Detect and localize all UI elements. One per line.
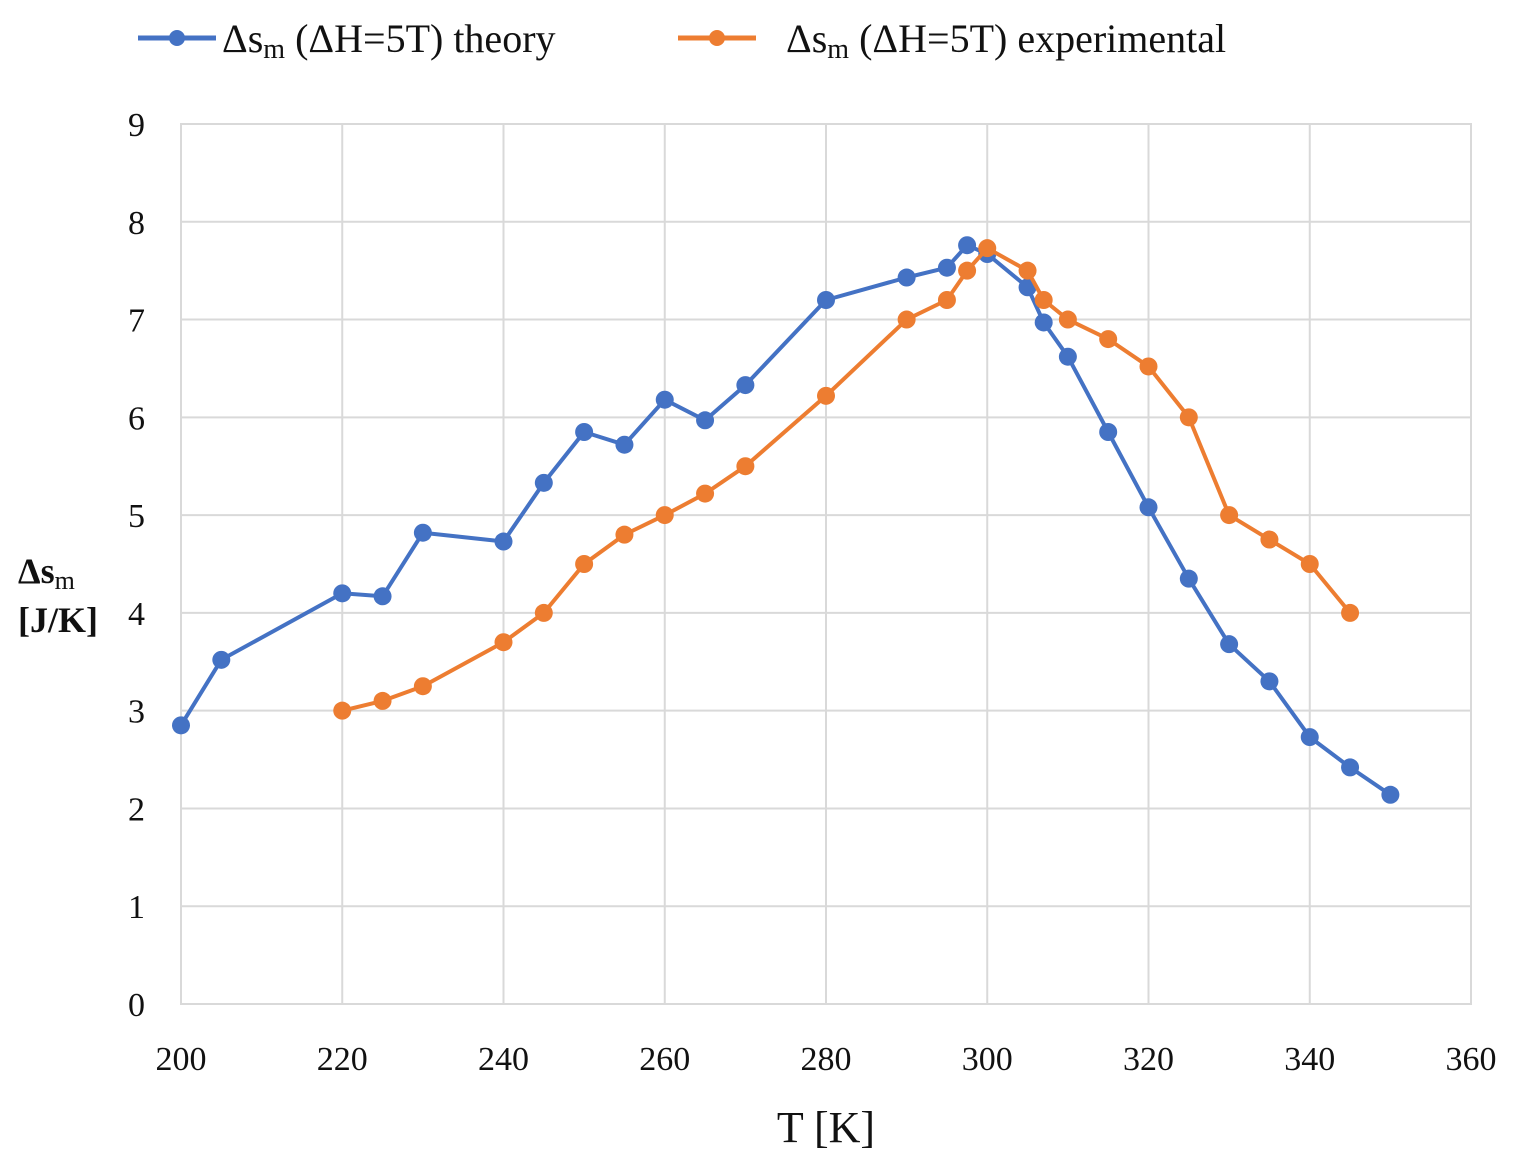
data-point-theory [575,423,594,441]
data-point-experimental [1034,291,1053,309]
legend-entry-theory: Δsm (ΔH=5T) theory [138,16,556,65]
legend-swatch-marker-experimental [709,30,725,46]
legend-label-theory: Δsm (ΔH=5T) theory [222,16,556,65]
data-point-theory [172,716,190,735]
data-point-theory [958,236,977,255]
data-point-experimental [575,555,594,573]
x-tick-label: 320 [1123,1041,1174,1078]
y-tick-label: 7 [128,303,145,340]
data-point-theory [1300,728,1319,747]
data-point-theory [1139,498,1158,517]
legend-label-theory-sub: m [263,34,285,65]
data-point-theory [534,473,553,492]
data-point-theory [1341,758,1360,777]
x-tick-label: 240 [478,1041,529,1078]
data-point-experimental [534,603,553,622]
y-axis-title-main: Δs [18,551,55,591]
data-point-experimental [494,633,513,652]
y-tick-label: 3 [128,694,145,731]
data-point-experimental [1260,530,1279,549]
x-tick-label: 340 [1284,1041,1335,1078]
x-tick-label: 200 [156,1041,207,1078]
data-point-experimental [736,457,755,476]
grid-layer [180,123,1472,1005]
legend-label-experimental-main: Δs [786,16,827,61]
y-tick-label: 8 [128,205,145,242]
data-point-experimental [413,677,432,696]
data-point-experimental [817,386,835,405]
data-point-experimental [1058,310,1077,329]
data-point-theory [736,376,755,395]
data-point-theory [1220,635,1239,654]
data-point-theory [1099,423,1118,441]
y-tick-label: 1 [128,889,145,926]
x-tick-label: 220 [317,1041,368,1078]
y-axis-title-sub: m [55,566,75,595]
data-point-theory [937,258,956,277]
y-axis-unit: [J/K] [18,600,98,640]
data-point-theory [696,411,715,430]
y-tick-label: 0 [128,987,145,1024]
data-point-theory [413,523,432,542]
data-point-experimental [655,506,674,525]
series-line-experimental [341,246,1352,713]
data-point-experimental [978,239,997,258]
data-point-theory [1058,347,1077,366]
legend-label-experimental: Δsm (ΔH=5T) experimental [786,16,1226,65]
data-point-theory [1034,313,1053,332]
data-point-experimental [937,291,956,309]
data-point-experimental [696,484,715,503]
data-point-theory [494,532,513,551]
x-tick-label: 260 [639,1041,690,1078]
data-point-theory [897,268,916,287]
x-tick-label: 360 [1446,1041,1497,1078]
data-point-experimental [1018,261,1037,280]
y-tick-label: 9 [128,107,145,144]
data-point-experimental [958,261,977,280]
x-axis-title: T [K] [777,1103,875,1152]
y-axis-title: Δsm [18,551,75,595]
legend-swatch-marker-theory [169,30,185,46]
data-point-theory [615,435,634,454]
y-tick-label: 2 [128,791,145,828]
series-layer [172,236,1400,804]
legend-label-experimental-rest: (ΔH=5T) experimental [849,16,1226,61]
data-point-experimental [333,701,352,720]
data-point-theory [1260,672,1279,691]
data-point-theory [333,584,352,603]
data-point-theory [1381,785,1400,804]
y-tick-label: 4 [128,596,145,633]
data-point-experimental [897,310,916,329]
legend-label-theory-rest: (ΔH=5T) theory [285,16,555,61]
data-point-theory [655,390,674,409]
x-tick-label: 280 [801,1041,852,1078]
data-point-experimental [1300,555,1319,573]
y-tick-labels: 0 1 2 3 4 5 6 7 8 9 [128,107,145,1024]
x-tick-label: 300 [962,1041,1013,1078]
data-point-experimental [373,691,392,710]
data-point-experimental [1341,603,1360,622]
legend-label-experimental-sub: m [827,34,849,65]
data-point-experimental [1179,408,1198,427]
plot-frame [180,123,1472,1005]
data-point-theory [212,650,231,669]
data-point-theory [373,587,392,606]
data-point-experimental [1220,506,1239,525]
legend-label-theory-main: Δs [222,16,263,61]
data-point-experimental [1139,357,1158,376]
data-point-theory [817,291,835,309]
data-point-experimental [1099,330,1118,349]
y-tick-label: 5 [128,498,145,535]
legend-entry-experimental: Δsm (ΔH=5T) experimental [678,16,1226,65]
data-point-theory [1179,569,1198,588]
y-tick-label: 6 [128,400,145,437]
x-tick-labels: 200 220 240 260 280 300 320 340 360 [156,1041,1497,1078]
series-line-theory [179,243,1392,797]
data-point-experimental [615,525,634,544]
legend: Δsm (ΔH=5T) theory Δsm (ΔH=5T) experimen… [138,16,1226,65]
